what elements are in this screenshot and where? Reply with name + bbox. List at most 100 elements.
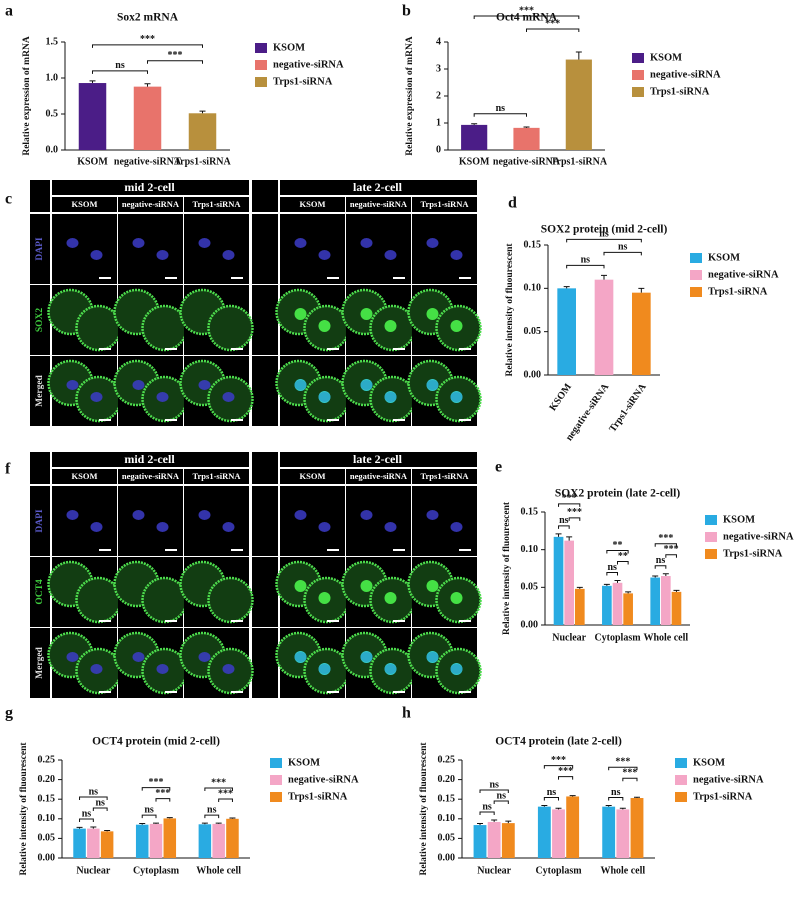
group-header [280, 180, 477, 195]
gap-block [252, 557, 278, 627]
chart-title: SOX2 protein (mid 2-cell) [541, 224, 668, 236]
legend-label: KSOM [723, 514, 755, 525]
error-bar [633, 796, 640, 799]
legend-swatch [270, 758, 282, 768]
column-label: negative-siRNA [350, 471, 408, 481]
y-tick-label: 0.15 [38, 793, 56, 804]
significance-bracket [473, 15, 580, 19]
y-tick-label: 0.10 [521, 544, 539, 555]
embryo-cell [141, 576, 188, 624]
significance-label: ns [89, 786, 99, 797]
nucleus [294, 652, 307, 662]
group-header [52, 452, 249, 467]
nucleus [426, 238, 439, 248]
y-tick-label: 0.00 [38, 852, 56, 863]
significance-bracket [141, 814, 157, 819]
error-bar [76, 826, 83, 829]
y-tick-label: 0.00 [524, 369, 542, 380]
nucleus [90, 250, 103, 260]
x-tick-label: Whole cell [196, 865, 241, 876]
significance-label: *** [615, 757, 630, 768]
nuclear-signal [384, 320, 397, 332]
significance-label: ns [144, 804, 154, 815]
legend-label: KSOM [708, 252, 740, 263]
bar [87, 828, 100, 858]
legend-swatch [255, 77, 267, 87]
significance-bracket [92, 807, 108, 812]
group-label: late 2-cell [353, 452, 403, 466]
nucleus [198, 238, 211, 248]
bar [513, 127, 540, 150]
significance-bracket [218, 798, 233, 803]
group-label: mid 2-cell [124, 180, 175, 194]
legend-swatch [255, 60, 267, 70]
error-bar [153, 822, 159, 824]
bar [473, 825, 487, 858]
corner-block [30, 452, 50, 484]
nucleus [318, 522, 331, 532]
panel-label: e [495, 459, 502, 476]
y-tick-label: 0.10 [524, 283, 542, 294]
y-tick-label: 0.00 [438, 852, 456, 863]
nuclear-signal [318, 592, 331, 604]
y-tick-label: 0.05 [524, 326, 542, 337]
legend-swatch [632, 70, 644, 80]
micrograph [346, 214, 411, 284]
corner-block [30, 180, 50, 212]
nucleus [198, 380, 211, 390]
bar [594, 279, 614, 375]
significance-label: ns [96, 797, 106, 808]
nucleus [384, 250, 397, 260]
column-header [346, 197, 411, 212]
chart-title: OCT4 protein (late 2-cell) [495, 736, 622, 748]
column-header [118, 469, 183, 484]
micrograph [346, 486, 411, 556]
significance-label: *** [664, 544, 679, 555]
row-label: DAPI [35, 509, 45, 533]
nucleus [132, 652, 145, 662]
significance-bracket [155, 798, 171, 802]
error-bar [104, 830, 111, 832]
bar [650, 577, 661, 625]
significance-bracket [204, 814, 220, 819]
error-bar [575, 51, 582, 60]
x-tick-label: Cytoplasm [133, 865, 180, 876]
row-header [30, 486, 50, 556]
row-header [30, 214, 50, 284]
bar [661, 576, 671, 625]
legend-label: Trps1-siRNA [288, 791, 348, 802]
row-label: DAPI [35, 237, 45, 261]
gap-block [252, 285, 278, 355]
error-bar [139, 823, 146, 825]
micrograph [280, 214, 345, 284]
nuclear-signal [294, 580, 307, 592]
x-tick-label: KSOM [547, 381, 574, 413]
bar [574, 588, 585, 625]
legend-label: negative-siRNA [288, 774, 359, 785]
group-label: mid 2-cell [124, 452, 175, 466]
y-axis-label: Relative intensity of fluourescent [19, 742, 29, 876]
row-label: Merged [35, 374, 45, 406]
y-axis-label: Relative intensity of fluourescent [419, 742, 429, 876]
nucleus [294, 238, 307, 248]
bar [100, 831, 114, 858]
y-tick-label: 0.5 [46, 108, 59, 119]
y-tick-label: 3 [436, 63, 441, 74]
significance-bracket [543, 796, 559, 801]
y-tick-label: 0 [436, 144, 441, 155]
significance-bracket [493, 800, 509, 804]
panel-label: h [402, 705, 411, 722]
y-tick-label: 0.25 [438, 754, 456, 765]
y-axis-label: Relative expression of mRNA [22, 36, 32, 155]
nuclear-signal [450, 592, 463, 604]
significance-label: *** [168, 50, 183, 61]
column-label: Trps1-siRNA [192, 471, 241, 481]
significance-label: *** [218, 788, 233, 799]
y-tick-label: 1 [436, 117, 441, 128]
nuclear-signal [294, 308, 307, 320]
column-header [52, 197, 117, 212]
nuclear-signal [318, 320, 331, 332]
x-tick-label: negative-siRNA [493, 156, 561, 167]
error-bar [614, 580, 621, 583]
